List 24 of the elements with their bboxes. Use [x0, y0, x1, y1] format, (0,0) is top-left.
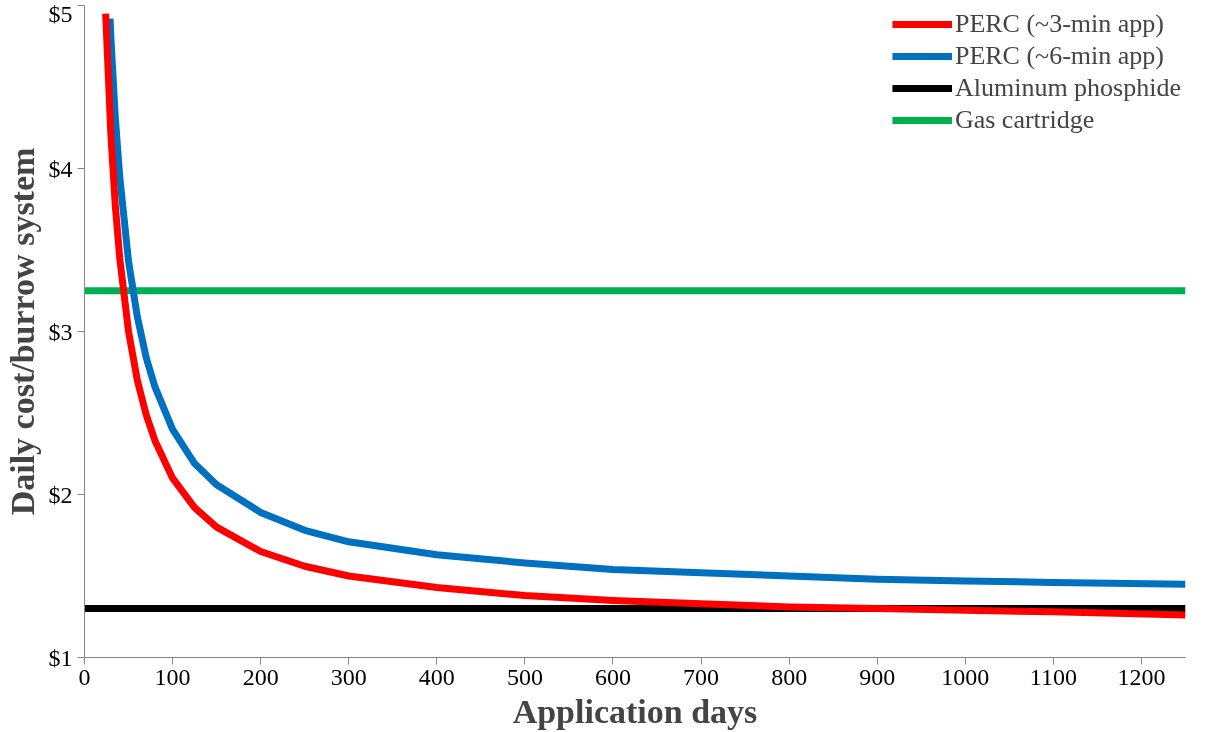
x-tick-label: 200 [242, 663, 279, 690]
y-tick-label: $3 [48, 318, 73, 345]
x-tick-label: 1200 [1117, 663, 1166, 690]
legend-label: PERC (~3-min app) [954, 9, 1164, 39]
y-tick-label: $4 [48, 155, 73, 182]
legend-label: Aluminum phosphide [954, 73, 1181, 103]
x-tick-label: 600 [594, 663, 631, 690]
x-tick-label: 800 [771, 663, 808, 690]
x-tick-label: 500 [506, 663, 543, 690]
x-tick-label: 300 [330, 663, 367, 690]
x-tick-label: 900 [859, 663, 896, 690]
x-tick-label: 100 [154, 663, 191, 690]
y-tick-label: $5 [48, 0, 73, 27]
x-tick-label: 1000 [941, 663, 990, 690]
legend-label: PERC (~6-min app) [954, 41, 1164, 71]
x-tick-label: 1100 [1029, 663, 1077, 690]
y-tick-label: $2 [48, 481, 73, 508]
y-tick-label: $1 [48, 644, 73, 671]
x-axis-title: Application days [512, 692, 758, 730]
x-tick-label: 400 [418, 663, 455, 690]
legend-label: Gas cartridge [954, 105, 1095, 135]
x-tick-label: 700 [683, 663, 720, 690]
y-axis-title: Daily cost/burrow system [3, 147, 41, 516]
x-tick-label: 0 [78, 663, 91, 690]
